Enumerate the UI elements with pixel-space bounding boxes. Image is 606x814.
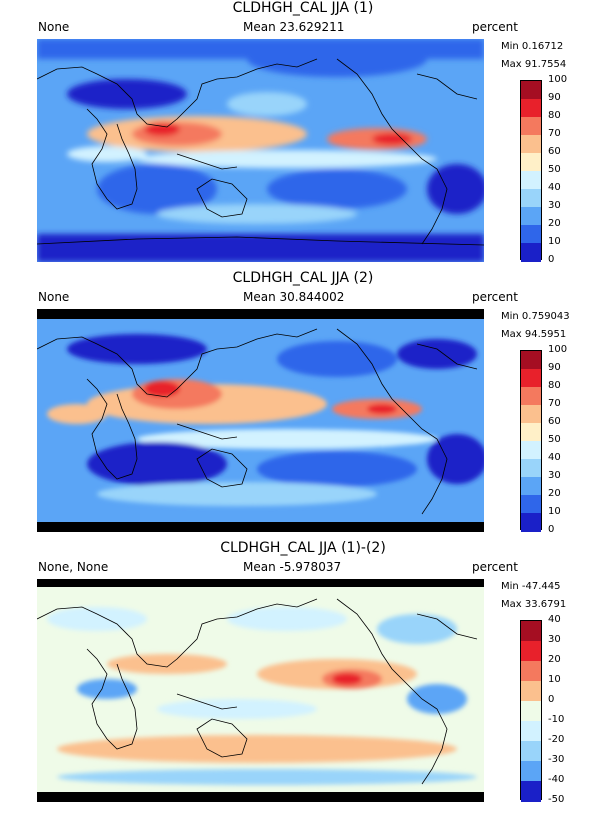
cloud-map — [37, 39, 484, 262]
colorbar-tick-label: 90 — [548, 362, 561, 373]
panel-max: Max 33.6791 — [501, 599, 567, 610]
colorbar-segment — [521, 135, 541, 154]
panel-mean: Mean -5.978037 — [243, 560, 342, 574]
colorbar-segment — [521, 459, 541, 478]
panel-mean: Mean 30.844002 — [243, 290, 345, 304]
colorbar-segment — [521, 207, 541, 226]
panel-max: Max 94.5951 — [501, 329, 567, 340]
panel-label: None, None — [38, 560, 109, 574]
colorbar-segment — [521, 351, 541, 370]
colorbar-segment — [521, 387, 541, 406]
colorbar-segment — [521, 369, 541, 388]
colorbar-tick-label: 40 — [548, 452, 561, 463]
colorbar-segment — [521, 781, 541, 802]
colorbar-segment — [521, 189, 541, 208]
colorbar-tick-label: 70 — [548, 128, 561, 139]
colorbar-segment — [521, 513, 541, 532]
colorbar-tick-label: 0 — [548, 694, 555, 705]
colorbar-segment — [521, 441, 541, 460]
colorbar-tick-label: 30 — [548, 634, 561, 645]
colorbar-tick-label: 10 — [548, 674, 561, 685]
colorbar-segment — [521, 99, 541, 118]
colorbar-tick-label: -10 — [548, 714, 565, 725]
panel-title: CLDHGH_CAL JJA (2) — [232, 270, 374, 286]
continent-outlines — [37, 58, 484, 246]
colorbar-tick-label: 100 — [548, 344, 568, 355]
colorbar-segment — [521, 741, 541, 762]
panel-min: Min -47.445 — [501, 581, 561, 592]
colorbar-tick-label: 0 — [548, 524, 555, 535]
colorbar-segment — [521, 171, 541, 190]
panel-label: None — [38, 20, 70, 34]
colorbar-tick-label: -20 — [548, 734, 565, 745]
colorbar-tick-label: 0 — [548, 254, 555, 265]
colorbar-segment — [521, 621, 541, 642]
panel-3: CLDHGH_CAL JJA (1)-(2) None, None Mean -… — [0, 540, 606, 810]
colorbar-tick-label: 60 — [548, 146, 561, 157]
colorbar-tick-label: 40 — [548, 182, 561, 193]
colorbar — [520, 80, 542, 262]
panel-min: Min 0.16712 — [501, 41, 564, 52]
panel-2: CLDHGH_CAL JJA (2) None Mean 30.844002 p… — [0, 270, 606, 540]
panel-units: percent — [472, 560, 518, 574]
panel-title: CLDHGH_CAL JJA (1) — [232, 0, 374, 16]
colorbar — [520, 350, 542, 532]
colorbar-tick-label: -50 — [548, 794, 565, 805]
colorbar-segment — [521, 225, 541, 244]
colorbar-tick-label: -30 — [548, 754, 565, 765]
colorbar-segment — [521, 641, 541, 662]
colorbar-segment — [521, 423, 541, 442]
panel-mean: Mean 23.629211 — [243, 20, 345, 34]
cloud-fields — [37, 39, 484, 262]
colorbar-segment — [521, 153, 541, 172]
colorbar-tick-label: 80 — [548, 110, 561, 121]
colorbar-segment — [521, 117, 541, 136]
colorbar-tick-label: 70 — [548, 398, 561, 409]
colorbar-tick-label: 40 — [548, 614, 561, 625]
colorbar — [520, 620, 542, 802]
cloud-map — [37, 309, 484, 532]
colorbar-tick-label: 20 — [548, 488, 561, 499]
colorbar-segment — [521, 81, 541, 100]
colorbar-tick-label: 10 — [548, 506, 561, 517]
colorbar-tick-label: 10 — [548, 236, 561, 247]
colorbar-tick-label: 30 — [548, 200, 561, 211]
colorbar-segment — [521, 701, 541, 722]
colorbar-tick-label: -40 — [548, 774, 565, 785]
colorbar-tick-label: 20 — [548, 218, 561, 229]
colorbar-segment — [521, 243, 541, 262]
colorbar-tick-label: 80 — [548, 380, 561, 391]
colorbar-segment — [521, 405, 541, 424]
colorbar-tick-label: 100 — [548, 74, 568, 85]
colorbar-segment — [521, 721, 541, 742]
colorbar-tick-label: 90 — [548, 92, 561, 103]
panel-label: None — [38, 290, 70, 304]
colorbar-tick-label: 50 — [548, 434, 561, 445]
colorbar-segment — [521, 661, 541, 682]
colorbar-tick-label: 30 — [548, 470, 561, 481]
colorbar-segment — [521, 477, 541, 496]
difference-map — [37, 579, 484, 802]
colorbar-segment — [521, 495, 541, 514]
panel-max: Max 91.7554 — [501, 59, 567, 70]
colorbar-tick-label: 20 — [548, 654, 561, 665]
panel-min: Min 0.759043 — [501, 311, 570, 322]
colorbar-tick-label: 50 — [548, 164, 561, 175]
panel-title: CLDHGH_CAL JJA (1)-(2) — [220, 540, 386, 556]
colorbar-segment — [521, 761, 541, 782]
colorbar-segment — [521, 681, 541, 702]
panel-units: percent — [472, 20, 518, 34]
panel-1: CLDHGH_CAL JJA (1) None Mean 23.629211 p… — [0, 0, 606, 270]
colorbar-tick-label: 60 — [548, 416, 561, 427]
panel-units: percent — [472, 290, 518, 304]
